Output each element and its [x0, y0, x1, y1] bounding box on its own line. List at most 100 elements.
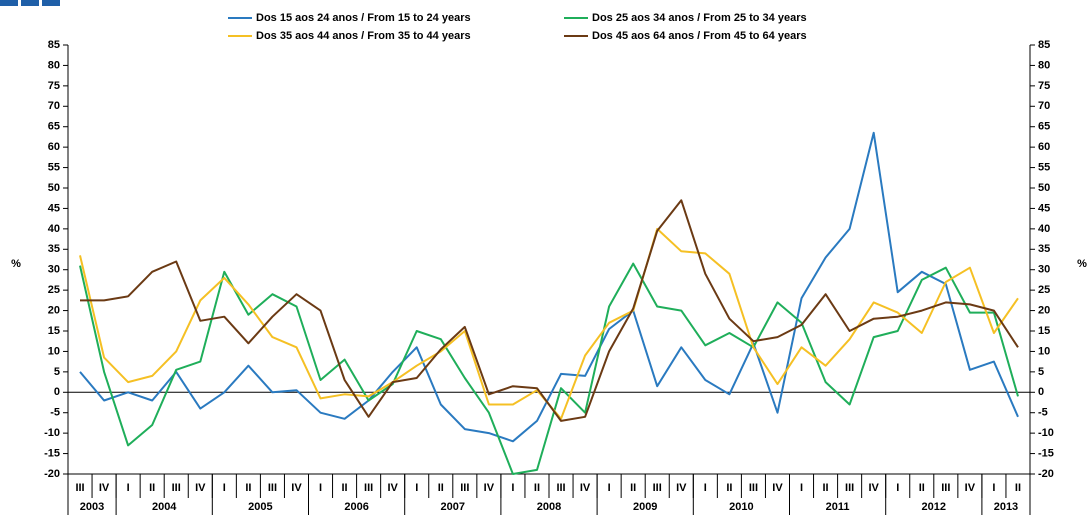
x-tick-label: I — [704, 482, 707, 494]
y2-tick-label: 25 — [1038, 284, 1050, 296]
logo-block — [21, 0, 39, 6]
series-line — [79, 131, 1019, 443]
year-label: 2009 — [633, 501, 657, 513]
y-tick-label: 30 — [48, 264, 60, 276]
x-tick-label: III — [172, 482, 181, 494]
x-tick-label: IV — [291, 482, 302, 494]
y-tick-label: 10 — [48, 345, 60, 357]
y2-tick-label: -10 — [1038, 427, 1054, 439]
year-label: 2011 — [826, 501, 850, 513]
x-tick-label: III — [845, 482, 854, 494]
x-tick-label: I — [415, 482, 418, 494]
y2-tick-label: 45 — [1038, 202, 1050, 214]
y-tick-label: 60 — [48, 141, 60, 153]
y-tick-label: 50 — [48, 182, 60, 194]
y-tick-label: 70 — [48, 100, 60, 112]
y2-tick-label: 30 — [1038, 264, 1050, 276]
x-tick-label: III — [460, 482, 469, 494]
legend-label: Dos 45 aos 64 anos / From 45 to 64 years — [592, 30, 807, 42]
y-tick-label: 15 — [48, 325, 60, 337]
y-tick-label: 0 — [54, 386, 60, 398]
x-tick-label: III — [749, 482, 758, 494]
y2-tick-label: 0 — [1038, 386, 1044, 398]
x-tick-label: II — [438, 482, 444, 494]
x-tick-label: I — [223, 482, 226, 494]
x-tick-label: III — [941, 482, 950, 494]
y-tick-label: -5 — [50, 407, 60, 419]
y-tick-label: 45 — [48, 202, 60, 214]
year-label: 2013 — [994, 501, 1018, 513]
y-tick-label: 65 — [48, 121, 60, 133]
year-label: 2012 — [922, 501, 946, 513]
y-tick-label: 85 — [48, 39, 60, 51]
y2-tick-label: 80 — [1038, 59, 1050, 71]
x-tick-label: III — [556, 482, 565, 494]
series-line — [79, 262, 1019, 475]
legend-label: Dos 35 aos 44 anos / From 35 to 44 years — [256, 30, 471, 42]
y-tick-label: 25 — [48, 284, 60, 296]
x-tick-label: IV — [868, 482, 879, 494]
x-tick-label: II — [630, 482, 636, 494]
x-tick-label: IV — [195, 482, 206, 494]
series-line — [80, 199, 1019, 422]
x-tick-label: I — [896, 482, 899, 494]
y-tick-label: -15 — [44, 447, 60, 459]
year-label: 2005 — [248, 501, 272, 513]
y2-tick-label: 15 — [1038, 325, 1050, 337]
x-tick-label: IV — [580, 482, 591, 494]
x-tick-label: I — [608, 482, 611, 494]
y2-tick-label: 75 — [1038, 80, 1050, 92]
legend-label: Dos 25 aos 34 anos / From 25 to 34 years — [592, 12, 807, 24]
x-tick-label: III — [75, 482, 84, 494]
x-tick-label: I — [511, 482, 514, 494]
legend-label: Dos 15 aos 24 anos / From 15 to 24 years — [256, 12, 471, 24]
y2-tick-label: 55 — [1038, 161, 1050, 173]
y-tick-label: 80 — [48, 59, 60, 71]
x-tick-label: II — [919, 482, 925, 494]
y2-tick-label: 5 — [1038, 366, 1044, 378]
x-tick-label: II — [823, 482, 829, 494]
x-tick-label: II — [534, 482, 540, 494]
x-tick-label: I — [800, 482, 803, 494]
x-tick-label: II — [245, 482, 251, 494]
year-label: 2004 — [152, 501, 177, 513]
y-tick-label: 75 — [48, 80, 60, 92]
x-tick-label: III — [364, 482, 373, 494]
y-tick-label: 55 — [48, 161, 60, 173]
x-tick-label: II — [149, 482, 155, 494]
y2-tick-label: -15 — [1038, 447, 1054, 459]
y2-tick-label: 10 — [1038, 345, 1050, 357]
y-tick-label: 5 — [54, 366, 60, 378]
year-label: 2007 — [441, 501, 465, 513]
y2-tick-label: 35 — [1038, 243, 1050, 255]
x-tick-label: II — [1015, 482, 1021, 494]
y2-tick-label: 60 — [1038, 141, 1050, 153]
y-tick-label: -20 — [44, 468, 60, 480]
year-label: 2006 — [344, 501, 368, 513]
y2-tick-label: 65 — [1038, 121, 1050, 133]
y-tick-label: -10 — [44, 427, 60, 439]
x-tick-label: IV — [676, 482, 687, 494]
y2-tick-label: 20 — [1038, 304, 1050, 316]
x-tick-label: II — [342, 482, 348, 494]
year-label: 2003 — [80, 501, 104, 513]
logo-block — [0, 0, 18, 6]
x-tick-label: IV — [965, 482, 976, 494]
year-label: 2008 — [537, 501, 561, 513]
y2-axis-label: % — [1077, 258, 1087, 270]
x-tick-label: IV — [387, 482, 398, 494]
x-tick-label: I — [127, 482, 130, 494]
y2-tick-label: 40 — [1038, 223, 1050, 235]
series-line — [79, 227, 1019, 420]
x-tick-label: IV — [99, 482, 110, 494]
year-label: 2010 — [729, 501, 753, 513]
x-tick-label: I — [319, 482, 322, 494]
x-tick-label: III — [268, 482, 277, 494]
y-tick-label: 20 — [48, 304, 60, 316]
x-tick-label: II — [726, 482, 732, 494]
y2-tick-label: 70 — [1038, 100, 1050, 112]
y-tick-label: 35 — [48, 243, 60, 255]
logo-block — [42, 0, 60, 6]
y-tick-label: 40 — [48, 223, 60, 235]
